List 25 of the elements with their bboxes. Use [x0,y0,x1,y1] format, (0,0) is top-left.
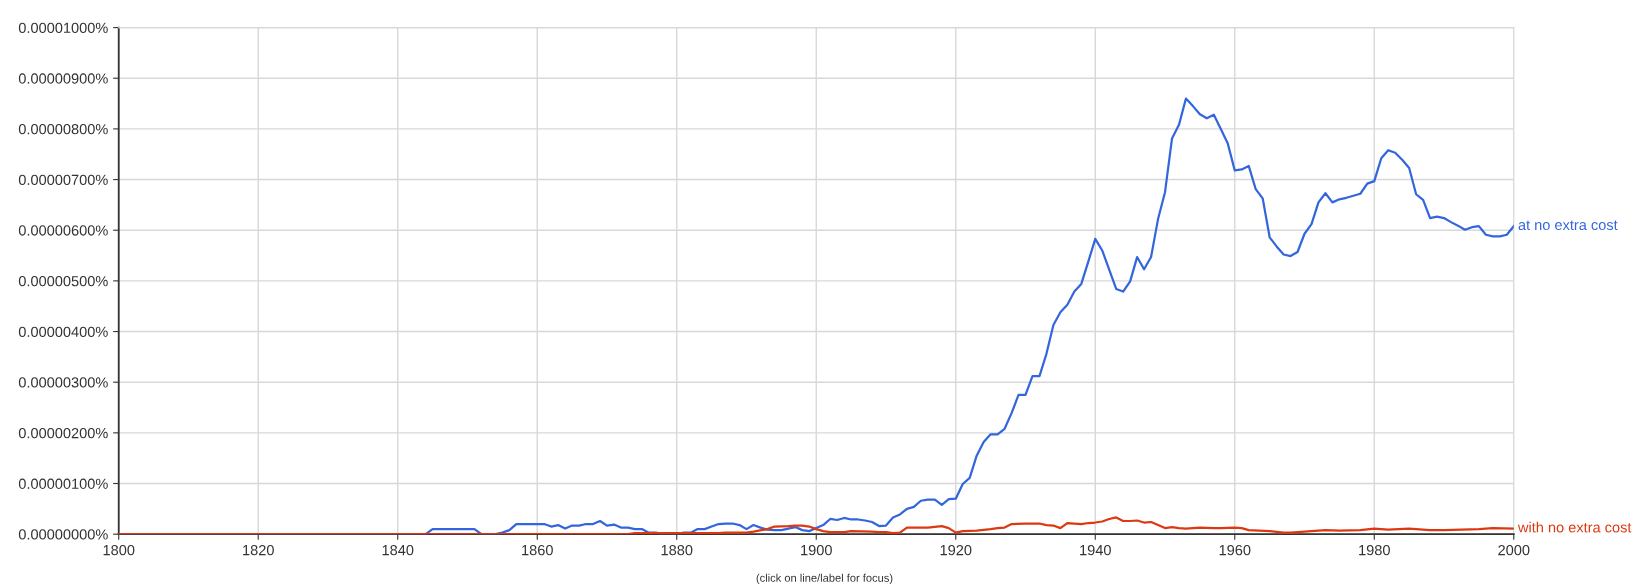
x-tick-label: 1960 [1219,544,1251,556]
y-tick-label: 0.00000200% [18,427,108,439]
y-tick-label: 0.00000000% [18,529,108,540]
series-label: at no extra cost [1518,220,1618,231]
x-tick-label: 1840 [382,544,414,556]
y-tick-label: 0.00000700% [18,174,108,185]
x-tick-label: 1920 [940,544,972,556]
text: (click on line/label for focus) [756,573,893,585]
x-tick-label: 1900 [801,544,832,556]
series-label: with no extra cost [1517,521,1632,533]
x-tick-label: 1880 [661,544,693,556]
y-tick-label: 0.00000900% [18,73,108,84]
y-tick-label: 0.00000300% [18,377,108,388]
y-tick-label: 0.00000400% [18,326,108,337]
y-tick-label: 0.00001000% [18,22,108,34]
x-tick-label: 1800 [103,544,135,556]
x-tick-label: 1820 [243,544,274,556]
x-tick-label: 1860 [522,544,553,556]
y-tick-label: 0.00000100% [18,478,108,489]
y-tick-label: 0.00000600% [18,225,108,236]
y-tick-label: 0.00000500% [18,275,108,287]
x-tick-label: 1980 [1359,544,1390,556]
x-tick-label: 1940 [1080,544,1111,556]
x-tick-label: 2000 [1498,544,1530,556]
y-tick-label: 0.00000800% [18,124,108,135]
